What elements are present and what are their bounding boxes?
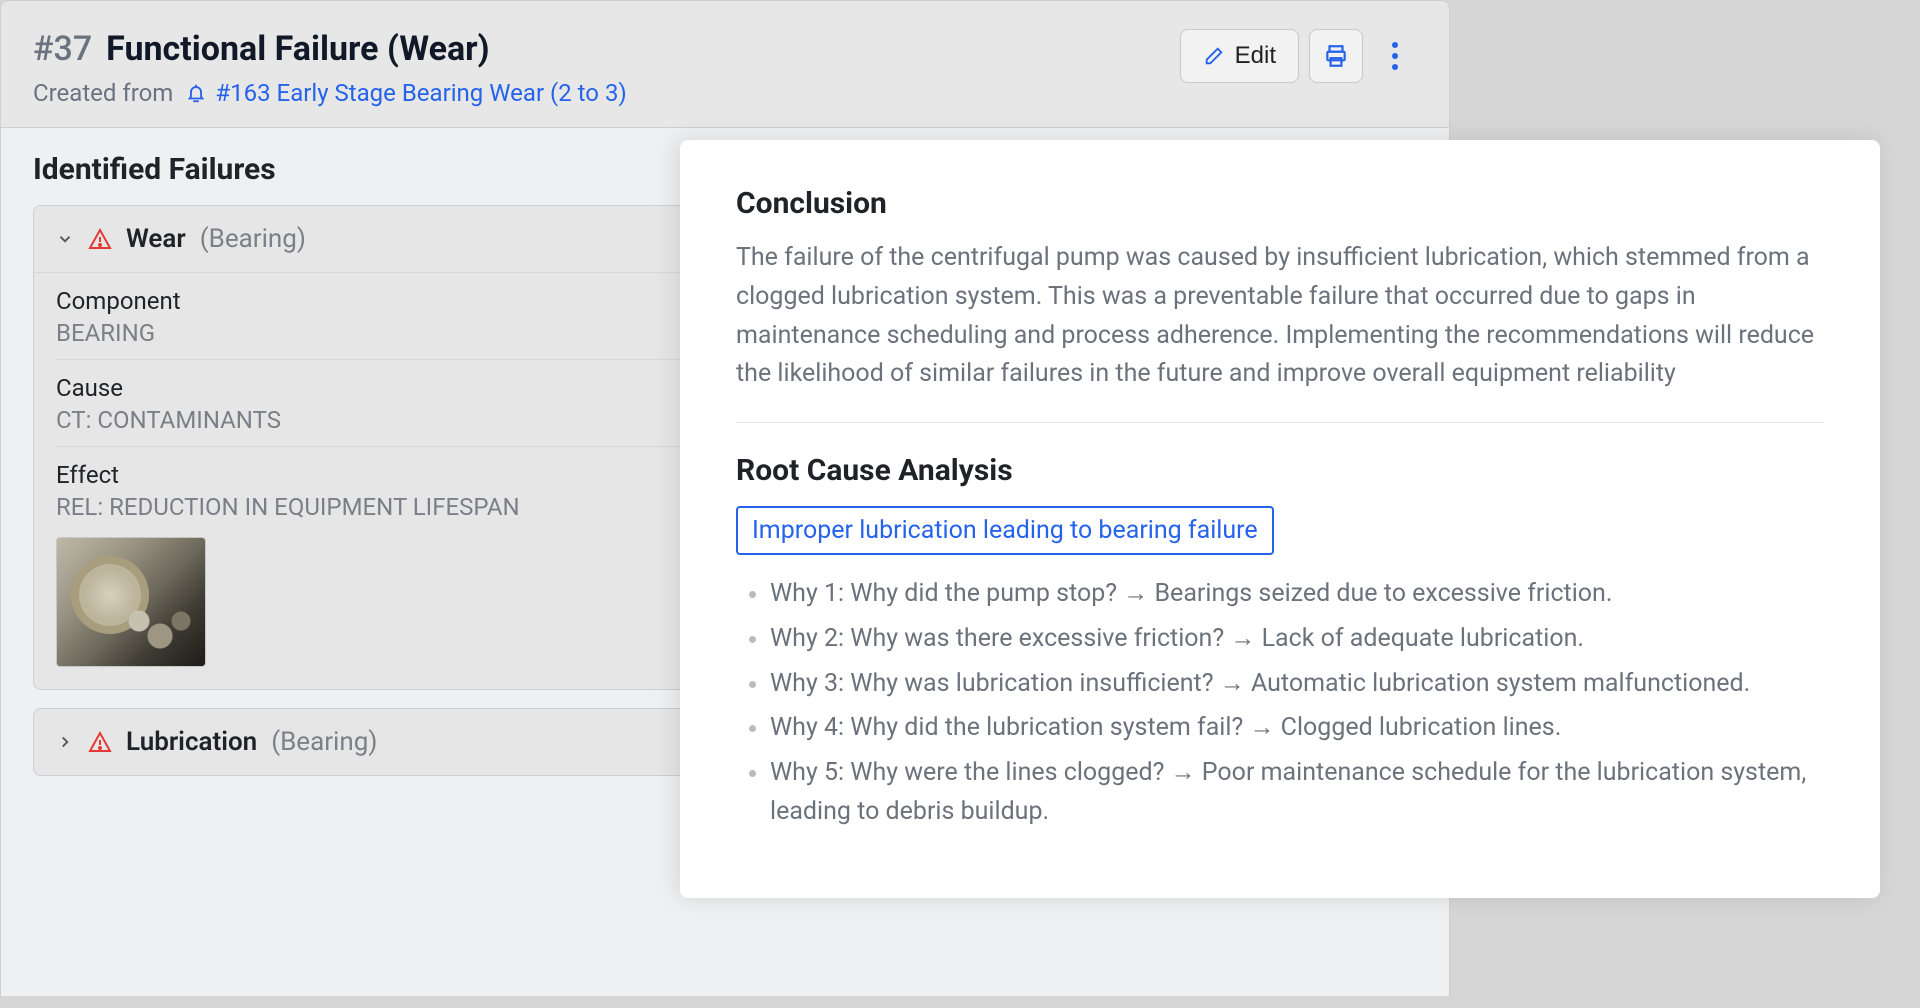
conclusion-text: The failure of the centrifugal pump was … xyxy=(736,239,1824,394)
failure-name: Wear xyxy=(126,224,186,254)
failure-subname: (Bearing) xyxy=(271,727,377,757)
alarm-icon xyxy=(185,82,207,104)
conclusion-heading: Conclusion xyxy=(736,186,1824,221)
warning-icon xyxy=(88,730,112,754)
issue-id: #37 xyxy=(33,29,92,69)
rca-link[interactable]: Improper lubrication leading to bearing … xyxy=(736,506,1274,555)
rca-why-list: Why 1: Why did the pump stop? → Bearings… xyxy=(736,575,1824,832)
chevron-right-icon xyxy=(56,733,74,751)
list-item: Why 3: Why was lubrication insufficient?… xyxy=(770,665,1824,704)
list-item: Why 1: Why did the pump stop? → Bearings… xyxy=(770,575,1824,614)
overlay-divider xyxy=(736,422,1824,423)
edit-button-label: Edit xyxy=(1235,42,1276,70)
failure-image-thumbnail[interactable] xyxy=(56,537,206,667)
header-title-block: #37 Functional Failure (Wear) Created fr… xyxy=(33,29,627,107)
page-header: #37 Functional Failure (Wear) Created fr… xyxy=(0,0,1450,128)
source-link[interactable]: #163 Early Stage Bearing Wear (2 to 3) xyxy=(185,79,626,107)
created-from-label: Created from xyxy=(33,79,173,107)
page-title: Functional Failure (Wear) xyxy=(106,29,489,69)
list-item: Why 5: Why were the lines clogged? → Poo… xyxy=(770,754,1824,832)
details-overlay-panel: Conclusion The failure of the centrifuga… xyxy=(680,140,1880,898)
print-button[interactable] xyxy=(1309,29,1363,83)
failure-subname: (Bearing) xyxy=(200,224,306,254)
pencil-icon xyxy=(1203,45,1225,67)
edit-button[interactable]: Edit xyxy=(1180,29,1299,83)
source-link-text: #163 Early Stage Bearing Wear (2 to 3) xyxy=(215,79,626,107)
warning-icon xyxy=(88,227,112,251)
more-menu-button[interactable] xyxy=(1373,29,1417,83)
printer-icon xyxy=(1323,43,1349,69)
chevron-down-icon xyxy=(56,230,74,248)
list-item: Why 2: Why was there excessive friction?… xyxy=(770,620,1824,659)
failure-name: Lubrication xyxy=(126,727,257,757)
vertical-dots-icon xyxy=(1392,42,1398,70)
list-item: Why 4: Why did the lubrication system fa… xyxy=(770,709,1824,748)
rca-heading: Root Cause Analysis xyxy=(736,453,1824,488)
header-actions: Edit xyxy=(1180,29,1417,83)
